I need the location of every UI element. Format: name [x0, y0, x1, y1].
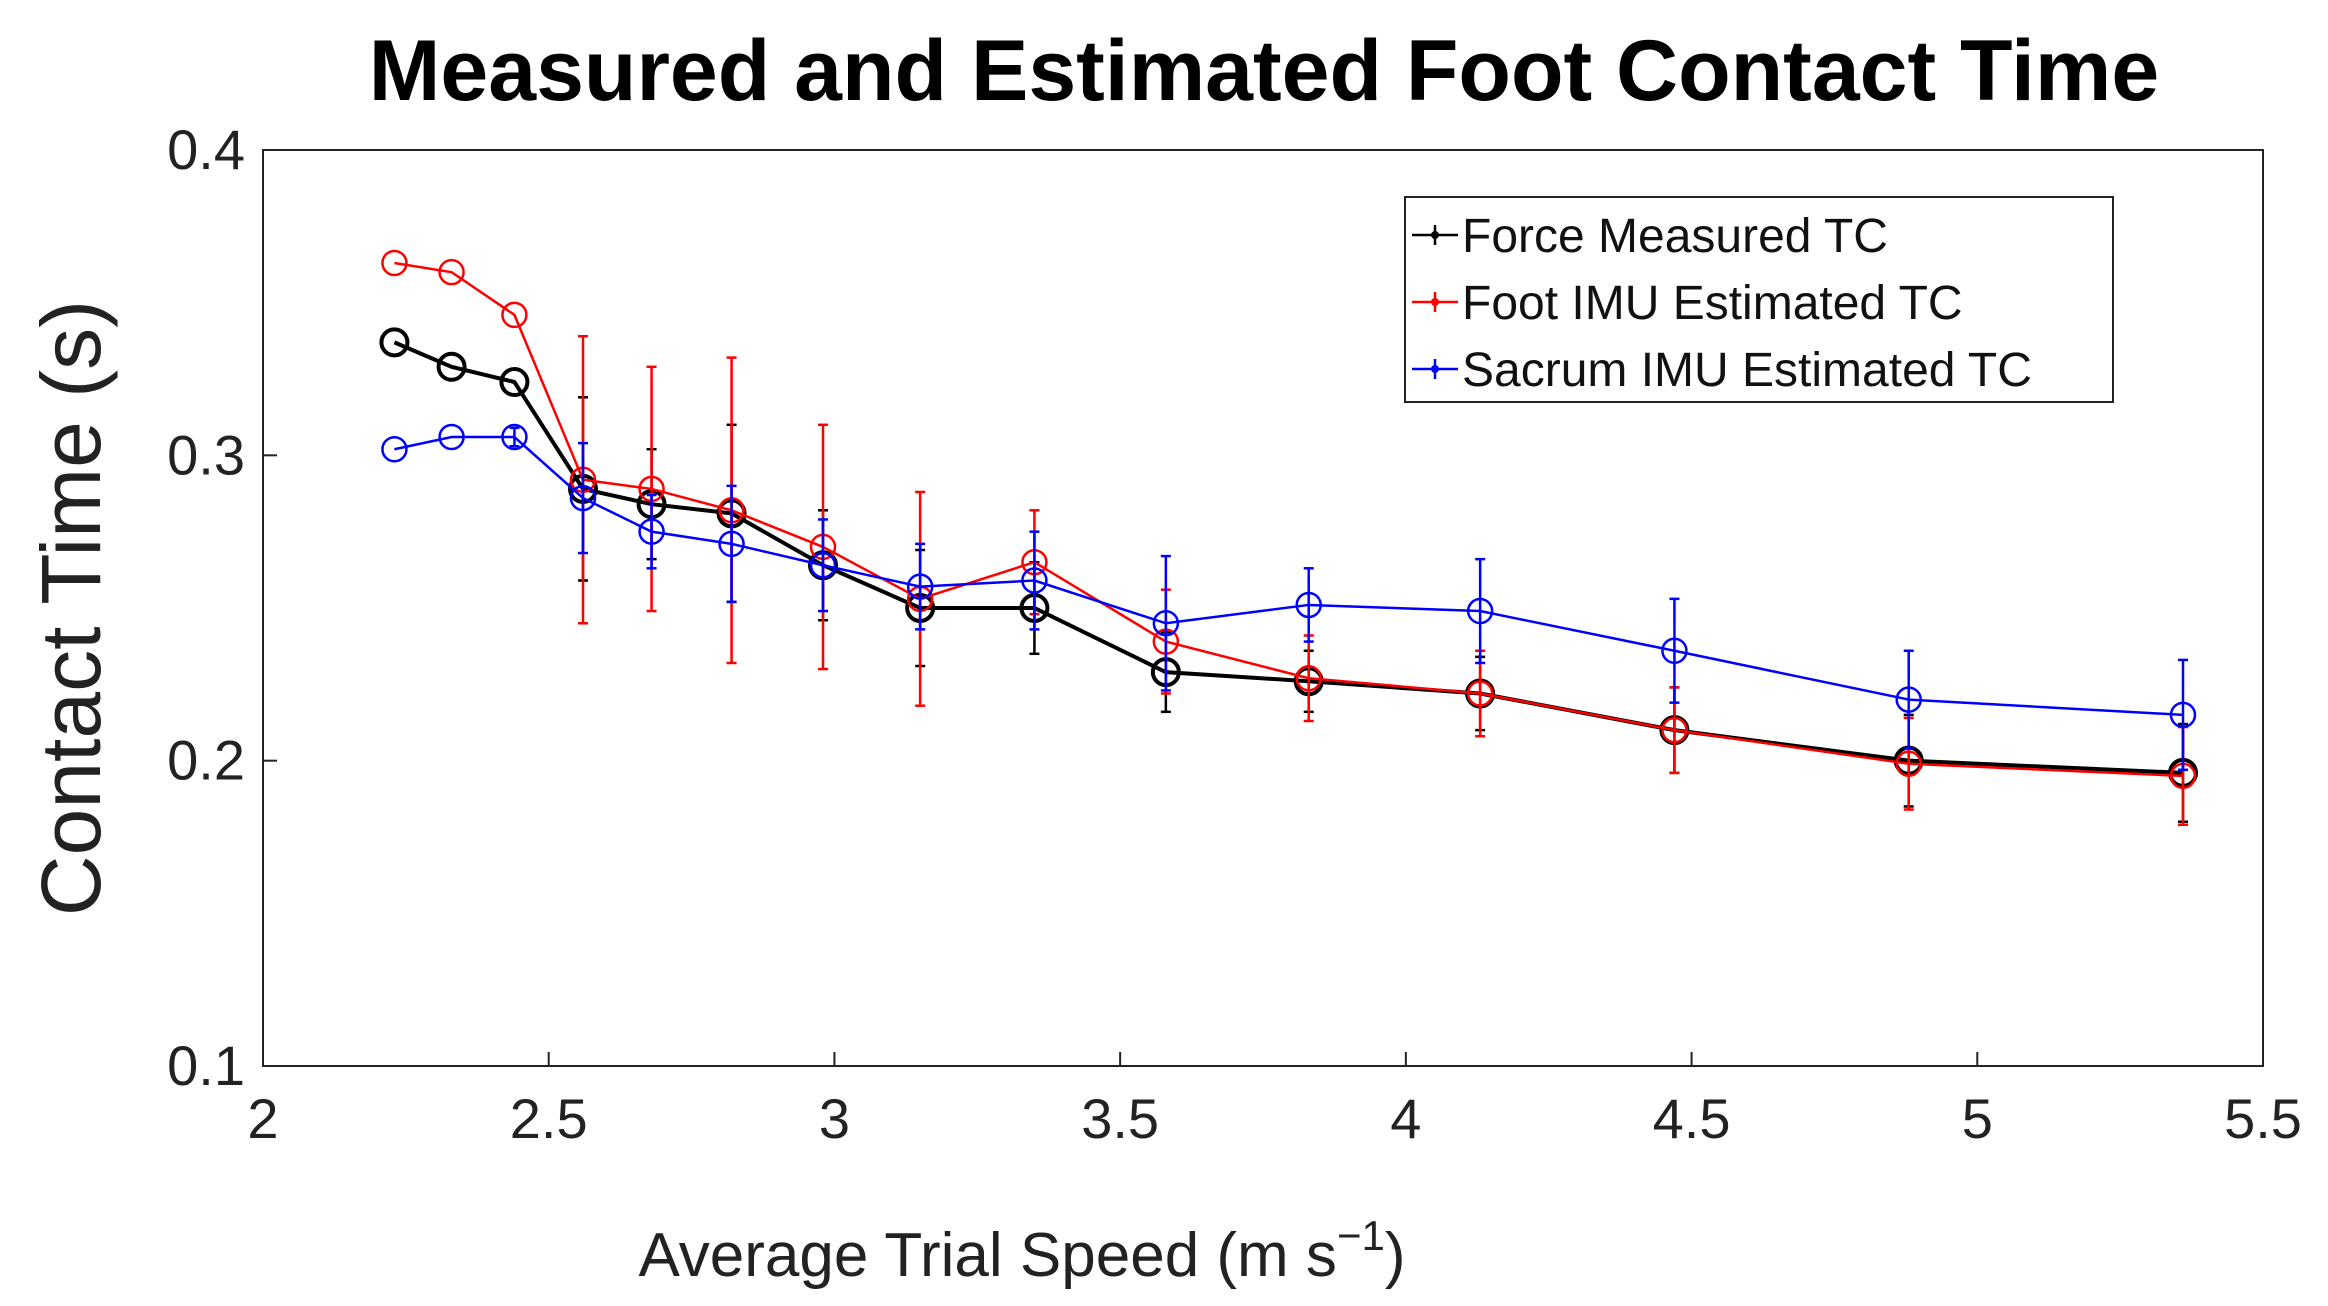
x-axis-ticks: 2 2.5 3 3.5 4 4.5 5 5.5	[247, 1052, 2302, 1150]
x-tick-label: 4.5	[1653, 1087, 1731, 1150]
x-tick-label: 5.5	[2224, 1087, 2302, 1150]
y-axis-ticks: 0.1 0.2 0.3 0.4	[167, 118, 277, 1097]
data-point	[569, 484, 597, 512]
legend-box	[1404, 196, 2114, 403]
legend-marker	[1431, 365, 1439, 373]
data-point	[438, 258, 465, 286]
x-tick-label: 2.5	[510, 1087, 588, 1150]
data-point	[1021, 567, 1048, 594]
data-point	[1661, 716, 1688, 744]
data-point	[501, 423, 528, 451]
legend-entry: Force Measured TC	[1412, 210, 1888, 263]
legend-entry: Foot IMU Estimated TC	[1412, 277, 1963, 330]
data-point	[718, 530, 745, 558]
data-point	[438, 423, 465, 451]
x-tick-label: 5	[1962, 1087, 1993, 1150]
y-tick-label: 0.4	[167, 118, 245, 181]
data-point	[1295, 591, 1322, 619]
data-point	[379, 327, 410, 358]
plot-area-frame	[262, 149, 2264, 1067]
data-point	[1661, 637, 1688, 664]
data-point	[1295, 664, 1322, 692]
data-point	[501, 301, 528, 329]
x-tick-label: 4	[1390, 1087, 1421, 1150]
data-point	[381, 435, 408, 463]
y-tick-label: 0.2	[167, 729, 245, 792]
y-tick-label: 0.3	[167, 423, 245, 486]
data-point	[1466, 680, 1494, 707]
series-line	[393, 340, 2184, 775]
series-layer	[379, 249, 2198, 827]
x-axis-label-superscript: −1	[1337, 1212, 1385, 1259]
x-tick-label: 3.5	[1081, 1087, 1159, 1150]
data-point	[1895, 686, 1922, 713]
data-point	[1152, 610, 1180, 637]
legend-marker	[1431, 298, 1439, 306]
data-point	[1895, 750, 1922, 777]
x-axis-label-main: Average Trial Speed (m s	[639, 1221, 1337, 1290]
legend-marker	[1431, 231, 1439, 239]
x-axis-label-close: )	[1385, 1221, 1406, 1290]
x-tick-label: 3	[819, 1087, 850, 1150]
data-point	[381, 249, 408, 277]
data-point	[809, 552, 837, 579]
data-point	[1466, 597, 1494, 625]
legend: Force Measured TC Foot IMU Estimated TC Sa…	[1404, 196, 2114, 403]
data-point	[638, 518, 665, 545]
legend-label: Foot IMU Estimated TC	[1462, 277, 1963, 330]
series-line	[394, 435, 2184, 717]
chart-title: Measured and Estimated Foot Contact Time	[369, 23, 2159, 119]
series-0	[379, 327, 2198, 823]
data-point	[2169, 701, 2197, 729]
data-point	[499, 367, 530, 398]
legend-entry: Sacrum IMU Estimated TC	[1412, 344, 2032, 397]
series-2	[381, 423, 2197, 772]
y-axis-label: Contact Time (s)	[24, 300, 118, 916]
y-tick-label: 0.1	[167, 1034, 245, 1097]
x-axis-label: Average Trial Speed (m s−1)	[639, 1212, 1406, 1290]
x-tick-label: 2	[247, 1087, 278, 1150]
data-point	[436, 351, 467, 382]
legend-label: Sacrum IMU Estimated TC	[1462, 344, 2032, 397]
legend-label: Force Measured TC	[1462, 210, 1888, 263]
data-point	[906, 573, 934, 600]
